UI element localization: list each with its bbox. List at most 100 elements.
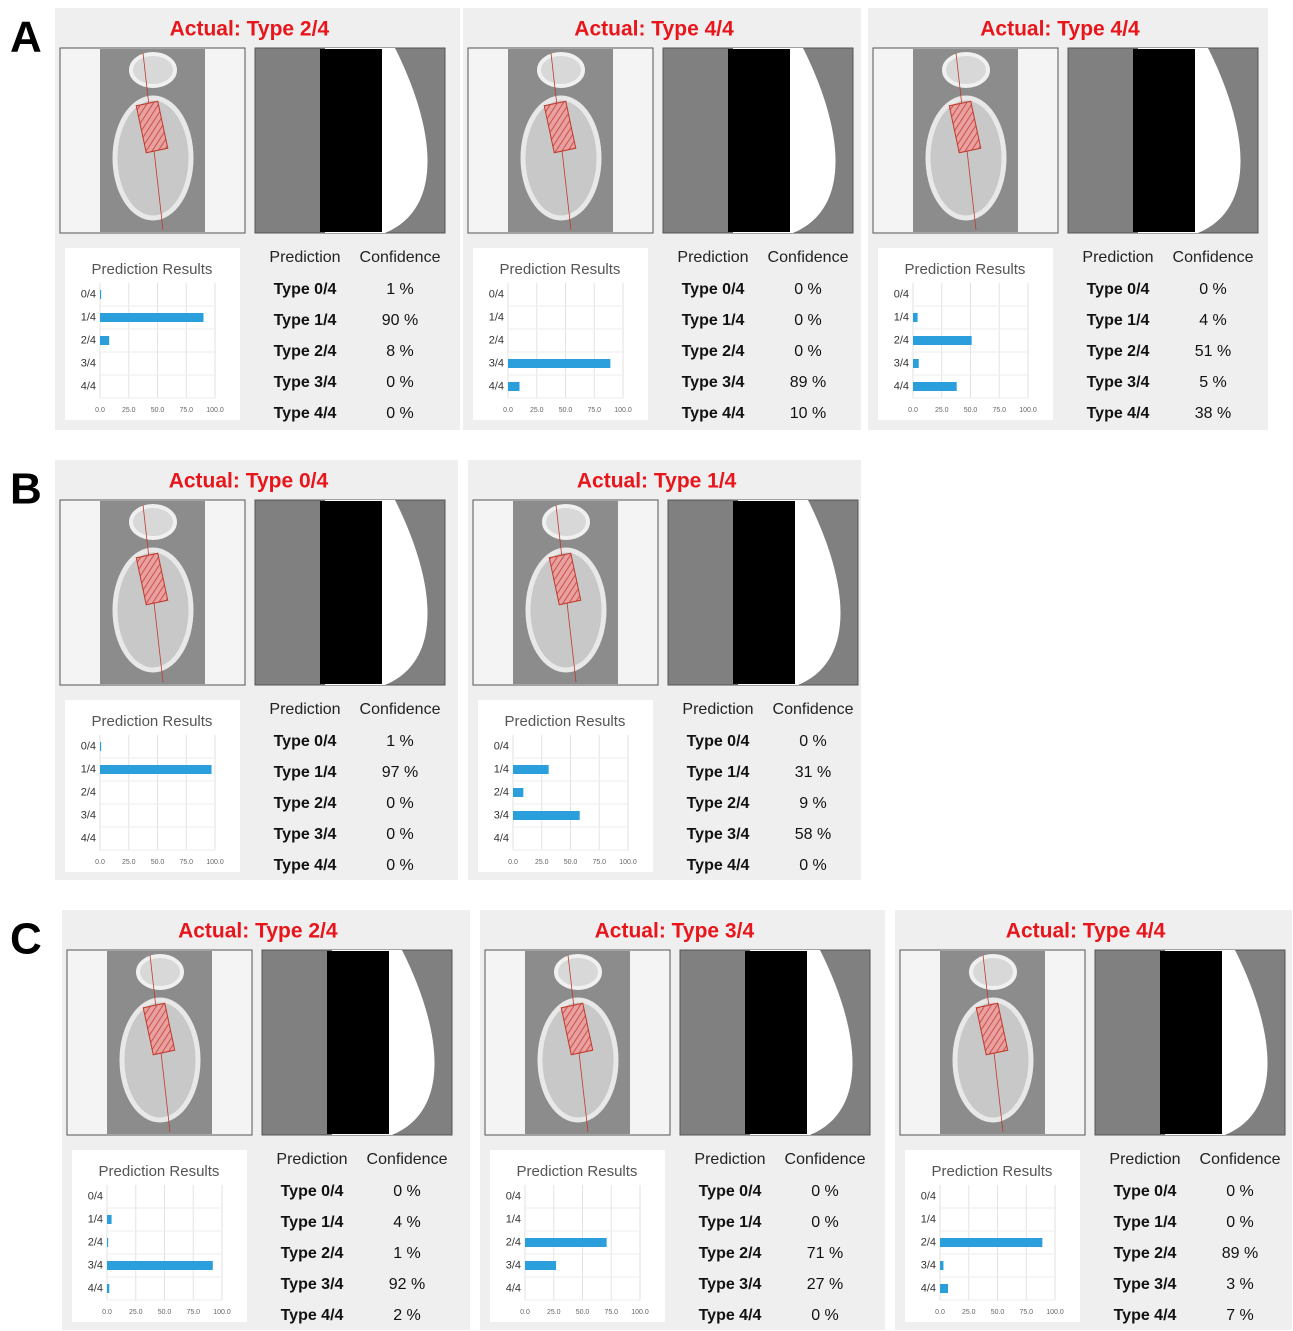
bar <box>100 313 204 322</box>
bar <box>525 1261 556 1270</box>
y-tick-label: 4/4 <box>81 380 96 392</box>
y-tick-label: 3/4 <box>921 1259 936 1271</box>
ct-tooth <box>539 54 583 86</box>
x-tick-label: 0.0 <box>520 1309 530 1316</box>
x-tick-label: 50.0 <box>151 407 165 414</box>
chart-title: Prediction Results <box>92 713 213 730</box>
panel-letter: B <box>10 465 42 514</box>
table-header: Confidence <box>768 249 849 266</box>
table-cell: Type 0/4 <box>682 281 745 298</box>
table-cell: 0 % <box>386 826 414 843</box>
panel-title: Actual: Type 4/4 <box>980 18 1140 41</box>
y-tick-label: 2/4 <box>81 334 96 346</box>
table-cell: Type 0/4 <box>281 1183 344 1200</box>
x-tick-label: 0.0 <box>508 859 518 866</box>
x-tick-label: 100.0 <box>206 407 224 414</box>
table-cell: 27 % <box>807 1276 843 1293</box>
x-tick-label: 0.0 <box>503 407 513 414</box>
y-tick-label: 2/4 <box>88 1236 103 1248</box>
table-cell: 0 % <box>794 343 822 360</box>
table-cell: 0 % <box>811 1214 839 1231</box>
y-tick-label: 0/4 <box>88 1190 103 1202</box>
table-cell: Type 3/4 <box>1087 374 1150 391</box>
panel-title: Actual: Type 1/4 <box>577 470 737 493</box>
table-cell: 4 % <box>393 1214 421 1231</box>
y-tick-label: 3/4 <box>81 357 96 369</box>
table-cell: 0 % <box>1199 281 1227 298</box>
table-cell: Type 0/4 <box>1114 1183 1177 1200</box>
y-tick-label: 1/4 <box>894 311 909 323</box>
table-cell: Type 2/4 <box>687 795 750 812</box>
bar <box>513 765 549 774</box>
bar <box>100 765 212 774</box>
panel-letter: C <box>10 915 42 964</box>
x-tick-label: 50.0 <box>158 1309 172 1316</box>
table-cell: Type 4/4 <box>274 857 337 874</box>
y-tick-label: 3/4 <box>506 1259 521 1271</box>
table-cell: Type 3/4 <box>1114 1276 1177 1293</box>
x-tick-label: 0.0 <box>95 859 105 866</box>
x-tick-label: 100.0 <box>213 1309 231 1316</box>
x-tick-label: 25.0 <box>962 1309 976 1316</box>
table-cell: 89 % <box>1222 1245 1258 1262</box>
table-cell: 0 % <box>386 405 414 422</box>
x-tick-label: 50.0 <box>564 859 578 866</box>
table-cell: Type 0/4 <box>274 733 337 750</box>
panel-title: Actual: Type 3/4 <box>595 920 755 943</box>
table-cell: Type 1/4 <box>682 312 745 329</box>
y-tick-label: 1/4 <box>81 763 96 775</box>
bar <box>107 1215 112 1224</box>
y-tick-label: 3/4 <box>88 1259 103 1271</box>
table-cell: 0 % <box>811 1307 839 1324</box>
y-tick-label: 4/4 <box>506 1282 521 1294</box>
y-tick-label: 3/4 <box>489 357 504 369</box>
chart-title: Prediction Results <box>505 713 626 730</box>
table-cell: Type 3/4 <box>682 374 745 391</box>
mask-implant <box>728 49 790 232</box>
x-tick-label: 25.0 <box>935 407 949 414</box>
table-cell: 71 % <box>807 1245 843 1262</box>
mask-implant <box>327 951 389 1134</box>
table-cell: 9 % <box>799 795 827 812</box>
table-cell: Type 0/4 <box>1087 281 1150 298</box>
chart-title: Prediction Results <box>92 261 213 278</box>
chart-title: Prediction Results <box>932 1163 1053 1180</box>
y-tick-label: 4/4 <box>489 380 504 392</box>
table-cell: 51 % <box>1195 343 1231 360</box>
bar <box>107 1284 109 1293</box>
table-header: Prediction <box>1109 1151 1180 1168</box>
table-cell: 90 % <box>382 312 418 329</box>
table-cell: 89 % <box>790 374 826 391</box>
chart-title: Prediction Results <box>517 1163 638 1180</box>
x-tick-label: 100.0 <box>619 859 637 866</box>
table-cell: 10 % <box>790 405 826 422</box>
table-cell: 0 % <box>386 374 414 391</box>
table-header: Confidence <box>360 701 441 718</box>
table-cell: Type 4/4 <box>687 857 750 874</box>
table-cell: 8 % <box>386 343 414 360</box>
x-tick-label: 25.0 <box>129 1309 143 1316</box>
x-tick-label: 25.0 <box>122 407 136 414</box>
bar <box>100 336 109 345</box>
y-tick-label: 0/4 <box>506 1190 521 1202</box>
mask-implant <box>320 501 382 684</box>
table-cell: Type 1/4 <box>1114 1214 1177 1231</box>
table-cell: Type 3/4 <box>699 1276 762 1293</box>
table-cell: Type 4/4 <box>682 405 745 422</box>
x-tick-label: 100.0 <box>206 859 224 866</box>
table-cell: Type 2/4 <box>281 1245 344 1262</box>
y-tick-label: 1/4 <box>81 311 96 323</box>
bar <box>913 382 957 391</box>
x-tick-label: 50.0 <box>991 1309 1005 1316</box>
y-tick-label: 4/4 <box>494 832 509 844</box>
table-cell: Type 1/4 <box>687 764 750 781</box>
panel-title: Actual: Type 4/4 <box>1006 920 1166 943</box>
table-header: Confidence <box>1200 1151 1281 1168</box>
y-tick-label: 3/4 <box>494 809 509 821</box>
panel-title: Actual: Type 2/4 <box>170 18 330 41</box>
x-tick-label: 25.0 <box>530 407 544 414</box>
bar <box>508 382 520 391</box>
table-cell: Type 4/4 <box>274 405 337 422</box>
x-tick-label: 0.0 <box>95 407 105 414</box>
x-tick-label: 75.0 <box>992 407 1006 414</box>
